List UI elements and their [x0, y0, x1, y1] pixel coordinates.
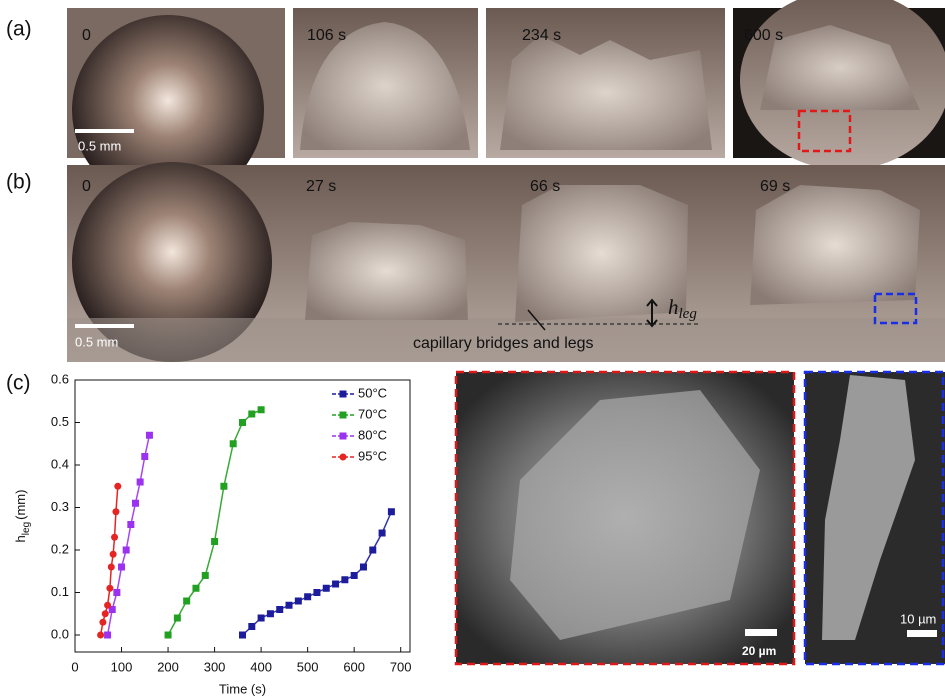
marker	[220, 483, 227, 490]
marker	[248, 623, 255, 630]
x-tick-label: 100	[111, 659, 133, 674]
marker	[341, 576, 348, 583]
scale-label: 0.5 mm	[75, 334, 118, 349]
x-tick-label: 300	[204, 659, 226, 674]
marker	[192, 585, 199, 592]
marker	[111, 534, 118, 541]
time-label: 106 s	[307, 27, 346, 44]
y-label-unit: (mm)	[13, 490, 28, 520]
marker	[202, 572, 209, 579]
legend-label: 80°C	[358, 427, 387, 442]
x-tick-label: 0	[71, 659, 78, 674]
scale-label: 10 µm	[900, 611, 936, 626]
marker	[104, 632, 111, 639]
marker	[141, 453, 148, 460]
marker	[388, 508, 395, 515]
x-tick-label: 500	[297, 659, 319, 674]
marker	[104, 602, 111, 609]
y-tick-label: 0.1	[51, 584, 69, 599]
y-tick-label: 0.2	[51, 541, 69, 556]
marker	[239, 632, 246, 639]
marker	[276, 606, 283, 613]
annotation: capillary bridges and legs	[413, 335, 594, 352]
marker	[258, 615, 265, 622]
x-tick-label: 200	[157, 659, 179, 674]
time-label: 27 s	[306, 178, 336, 195]
marker	[230, 440, 237, 447]
marker	[211, 538, 218, 545]
marker	[313, 589, 320, 596]
x-tick-label: 700	[390, 659, 412, 674]
marker	[360, 564, 367, 571]
legend-label: 50°C	[358, 385, 387, 400]
marker	[323, 585, 330, 592]
marker	[110, 551, 117, 558]
marker	[174, 615, 181, 622]
panel-label: (c)	[6, 372, 31, 395]
marker	[112, 508, 119, 515]
marker	[114, 483, 121, 490]
y-tick-label: 0.3	[51, 499, 69, 514]
scale-label: 0.5 mm	[78, 138, 121, 153]
marker	[340, 454, 347, 461]
marker	[295, 598, 302, 605]
panel-label: (b)	[6, 171, 32, 194]
marker	[113, 589, 120, 596]
time-label: 600 s	[744, 27, 783, 44]
marker	[132, 500, 139, 507]
h-sub: leg	[679, 306, 698, 322]
y-axis-label: hleg (mm)	[13, 490, 31, 543]
marker	[286, 602, 293, 609]
marker	[340, 391, 347, 398]
figure: (a) 0.5 mm 0 106 s 234 s 600 s (b) 0.5 m…	[0, 0, 945, 699]
marker	[332, 581, 339, 588]
marker	[379, 530, 386, 537]
marker	[99, 619, 106, 626]
marker	[127, 521, 134, 528]
marker	[304, 593, 311, 600]
marker	[102, 610, 109, 617]
sem-images	[456, 372, 945, 664]
marker	[146, 432, 153, 439]
h-main: h	[668, 295, 679, 319]
photo-row-b	[67, 162, 945, 362]
marker	[239, 419, 246, 426]
panel-label: (a)	[6, 18, 32, 41]
marker	[118, 564, 125, 571]
time-label: 0	[82, 27, 91, 44]
marker	[137, 479, 144, 486]
marker	[97, 632, 104, 639]
y-tick-label: 0.5	[51, 414, 69, 429]
marker	[258, 406, 265, 413]
y-label-sub: leg	[21, 522, 32, 535]
y-tick-label: 0.6	[51, 371, 69, 386]
chart: 0 100 200 300 400 500 600 700 0.0 0.1 0.2 0.3 0.4 0.5…	[13, 371, 411, 696]
marker	[369, 547, 376, 554]
marker	[351, 572, 358, 579]
x-axis-label: Time (s)	[219, 681, 266, 696]
marker	[183, 598, 190, 605]
legend-label: 95°C	[358, 448, 387, 463]
marker	[108, 564, 115, 571]
time-label: 234 s	[522, 27, 561, 44]
y-tick-label: 0.0	[51, 626, 69, 641]
time-label: 69 s	[760, 178, 790, 195]
marker	[340, 412, 347, 419]
y-tick-label: 0.4	[51, 456, 69, 471]
series-line	[168, 410, 261, 635]
marker	[340, 433, 347, 440]
marker	[248, 411, 255, 418]
time-label: 0	[82, 178, 91, 195]
marker	[165, 632, 172, 639]
x-tick-label: 400	[250, 659, 272, 674]
series-line	[243, 512, 392, 635]
marker	[267, 610, 274, 617]
legend-label: 70°C	[358, 406, 387, 421]
scale-label: 20 µm	[742, 644, 776, 658]
y-label-main: h	[13, 535, 28, 542]
x-tick-label: 600	[343, 659, 365, 674]
marker	[106, 585, 113, 592]
marker	[123, 547, 130, 554]
time-label: 66 s	[530, 178, 560, 195]
